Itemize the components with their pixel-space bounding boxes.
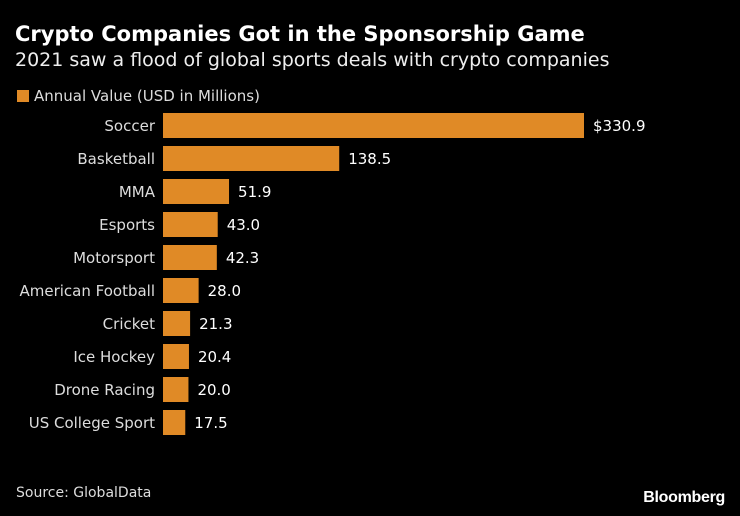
category-label: Ice Hockey <box>73 348 155 366</box>
category-label: MMA <box>119 183 156 201</box>
category-label: Soccer <box>104 117 155 135</box>
data-label: 21.3 <box>199 315 232 333</box>
category-label: Esports <box>99 216 155 234</box>
data-label: 17.5 <box>194 414 227 432</box>
legend-swatch <box>17 90 29 102</box>
data-label: 20.4 <box>198 348 231 366</box>
data-label: 20.0 <box>197 381 230 399</box>
data-label: 28.0 <box>208 282 241 300</box>
bar-ice-hockey <box>163 344 189 369</box>
data-label: 42.3 <box>226 249 259 267</box>
bar-drone-racing <box>163 377 189 402</box>
data-label: $330.9 <box>593 117 646 135</box>
bar-chart: Soccer $330.9 Basketball 138.5 MMA 51.9 Esport… <box>19 113 646 435</box>
data-label: 138.5 <box>348 150 391 168</box>
bar-us-college-sport <box>163 410 186 435</box>
category-label: Cricket <box>103 315 155 333</box>
bloomberg-logo: Bloomberg <box>643 489 725 506</box>
bar-american-football <box>163 278 199 303</box>
data-label: 43.0 <box>227 216 260 234</box>
category-label: American Football <box>19 282 155 300</box>
source-note: Source: GlobalData <box>16 485 152 501</box>
bar-esports <box>163 212 218 237</box>
chart-title: Crypto Companies Got in the Sponsorship … <box>15 22 585 46</box>
legend-label: Annual Value (USD in Millions) <box>34 87 260 105</box>
category-label: Motorsport <box>73 249 155 267</box>
bar-mma <box>163 179 230 204</box>
bar-motorsport <box>163 245 217 270</box>
bar-cricket <box>163 311 191 336</box>
category-label: Basketball <box>77 150 155 168</box>
category-label: Drone Racing <box>54 381 155 399</box>
legend: Annual Value (USD in Millions) <box>17 87 260 105</box>
category-label: US College Sport <box>29 414 155 432</box>
chart-subtitle: 2021 saw a flood of global sports deals … <box>15 49 610 71</box>
bar-basketball <box>163 146 340 171</box>
bar-soccer <box>163 113 584 138</box>
data-label: 51.9 <box>238 183 271 201</box>
